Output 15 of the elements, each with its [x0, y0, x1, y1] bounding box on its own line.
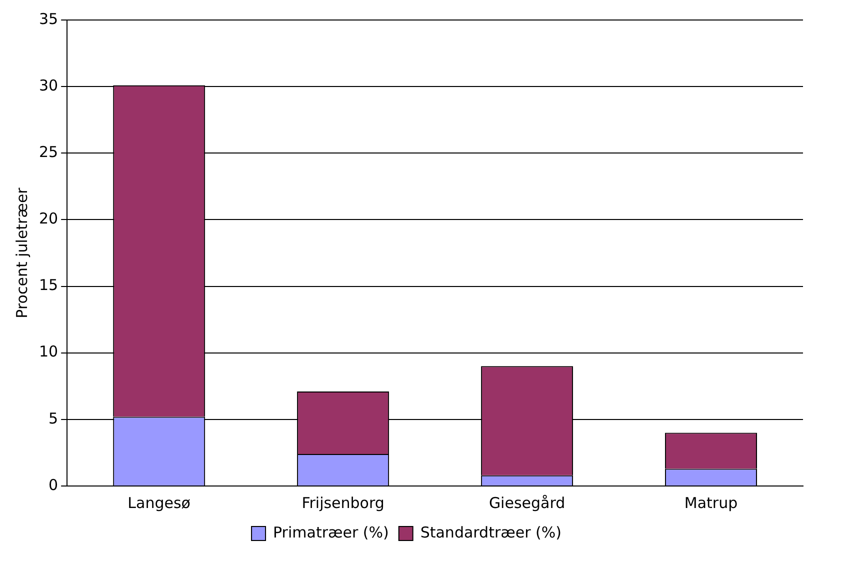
x-tick-label: Giesegård — [488, 494, 566, 512]
y-tick-label: 30 — [38, 76, 58, 94]
y-tick-label: 25 — [38, 143, 58, 162]
legend-label: Standardtræer (%) — [420, 523, 562, 542]
x-tick-label: Frijsenborg — [302, 494, 384, 512]
x-tick-label: Matrup — [684, 494, 738, 512]
y-axis-title: Procent juletræer — [12, 186, 31, 318]
y-tick-label: 0 — [48, 476, 58, 494]
y-tick-label: 20 — [38, 210, 58, 228]
legend-label: Primatræer (%) — [273, 523, 389, 542]
y-tick-label: 35 — [38, 10, 58, 28]
y-tick-label: 10 — [38, 342, 58, 361]
y-tick-label: 5 — [48, 409, 58, 428]
x-tick-label: Langesø — [128, 494, 190, 512]
y-tick-label: 15 — [38, 276, 58, 294]
